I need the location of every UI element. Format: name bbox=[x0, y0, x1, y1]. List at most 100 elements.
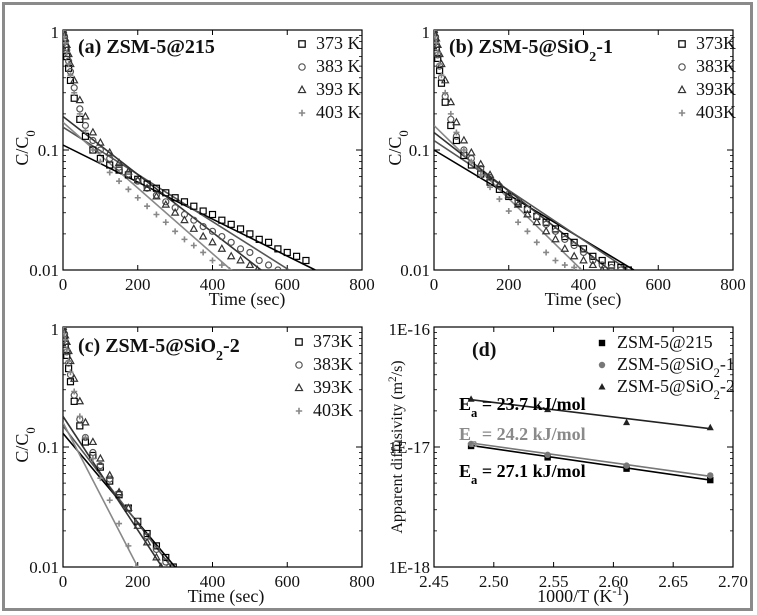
data-point bbox=[543, 249, 550, 256]
data-point bbox=[134, 194, 141, 201]
data-point bbox=[63, 330, 68, 337]
legend-label: 383 K bbox=[316, 56, 361, 76]
data-point bbox=[477, 171, 484, 178]
data-point bbox=[106, 169, 113, 176]
data-point bbox=[190, 242, 197, 249]
data-point bbox=[152, 191, 161, 200]
data-point bbox=[96, 461, 104, 470]
data-point bbox=[152, 542, 161, 550]
x-tick-label: 0 bbox=[430, 275, 439, 294]
data-point bbox=[623, 418, 631, 426]
y-axis-label: C/C0 bbox=[12, 130, 38, 165]
data-point bbox=[532, 217, 542, 226]
data-point bbox=[209, 257, 216, 264]
data-point bbox=[82, 434, 89, 441]
legend-marker bbox=[295, 338, 303, 346]
data-point bbox=[89, 448, 97, 457]
data-point bbox=[116, 178, 123, 185]
y-axis-label: C/C0 bbox=[12, 427, 38, 462]
data-point bbox=[81, 121, 90, 130]
x-tick-label: 2.70 bbox=[718, 572, 748, 591]
data-point bbox=[198, 231, 208, 240]
data-point bbox=[452, 117, 461, 126]
plot-frame bbox=[433, 29, 734, 271]
data-point bbox=[569, 251, 579, 260]
data-point bbox=[541, 226, 551, 235]
data-point bbox=[226, 267, 233, 270]
data-point bbox=[434, 33, 439, 40]
data-point bbox=[89, 136, 97, 145]
data-point bbox=[189, 224, 199, 232]
panel-c bbox=[62, 326, 363, 568]
data-point bbox=[105, 470, 115, 479]
data-point bbox=[515, 219, 522, 226]
x-axis-label: Time (sec) bbox=[545, 289, 622, 310]
legend-label: 393K bbox=[313, 377, 353, 397]
data-point bbox=[438, 72, 445, 79]
data-point bbox=[169, 563, 177, 567]
data-point bbox=[599, 265, 605, 270]
data-point bbox=[588, 260, 598, 269]
data-point bbox=[447, 121, 455, 130]
data-point bbox=[88, 437, 98, 446]
legend-label: 393K bbox=[696, 79, 736, 99]
data-point bbox=[624, 266, 632, 270]
y-tick-label: 0.01 bbox=[29, 261, 59, 280]
data-point bbox=[89, 147, 96, 153]
data-point bbox=[274, 266, 282, 270]
data-point bbox=[579, 255, 588, 264]
data-point bbox=[114, 487, 124, 496]
data-point bbox=[96, 137, 105, 146]
data-point bbox=[436, 61, 443, 68]
data-point bbox=[552, 257, 559, 264]
y-axis-label: C/C0 bbox=[385, 130, 411, 165]
data-point bbox=[162, 553, 170, 562]
data-point bbox=[143, 529, 151, 538]
activation-energy-label: Ea = 23.7 kJ/mol bbox=[459, 394, 586, 420]
data-point bbox=[495, 185, 504, 193]
data-point bbox=[115, 166, 123, 174]
legend-marker bbox=[295, 361, 303, 369]
data-point bbox=[133, 175, 143, 184]
fit-line bbox=[63, 422, 139, 567]
activation-energy-label: Ea = 24.2 kJ/mol bbox=[459, 424, 586, 450]
fit-line bbox=[470, 442, 711, 478]
data-point bbox=[181, 236, 188, 243]
data-point bbox=[460, 147, 467, 153]
data-point bbox=[514, 198, 522, 206]
data-point bbox=[153, 211, 160, 218]
x-tick-label: 600 bbox=[275, 572, 301, 591]
data-point bbox=[81, 111, 90, 120]
data-point bbox=[542, 220, 550, 228]
data-point bbox=[589, 256, 597, 265]
data-point bbox=[208, 210, 217, 219]
x-tick-label: 800 bbox=[349, 275, 375, 294]
data-point bbox=[134, 517, 142, 525]
data-point bbox=[114, 158, 124, 166]
legend-label: 393 K bbox=[316, 79, 361, 99]
legend-marker bbox=[298, 40, 306, 48]
data-point bbox=[236, 255, 245, 264]
x-tick-label: 600 bbox=[275, 275, 301, 294]
y-tick-label: 1 bbox=[51, 320, 60, 339]
data-point bbox=[71, 388, 78, 395]
data-point bbox=[571, 264, 578, 270]
data-point bbox=[63, 336, 69, 343]
activation-energy-label: Ea = 27.1 kJ/mol bbox=[459, 461, 586, 487]
fit-line bbox=[470, 398, 711, 430]
y-tick-label: 1 bbox=[422, 23, 431, 42]
data-point bbox=[115, 163, 123, 171]
data-point bbox=[172, 228, 179, 235]
data-point bbox=[551, 234, 560, 243]
legend-marker bbox=[678, 40, 686, 48]
legend-label: 403K bbox=[313, 400, 353, 420]
legend-marker bbox=[598, 383, 606, 390]
data-point bbox=[487, 184, 494, 191]
plot-area bbox=[467, 395, 714, 484]
data-point bbox=[82, 127, 89, 134]
legend-label: ZSM-5@SiO2-2 bbox=[617, 376, 735, 402]
x-tick-label: 400 bbox=[200, 275, 226, 294]
x-tick-label: 400 bbox=[200, 572, 226, 591]
legend-marker bbox=[298, 63, 306, 71]
data-point bbox=[144, 203, 151, 210]
